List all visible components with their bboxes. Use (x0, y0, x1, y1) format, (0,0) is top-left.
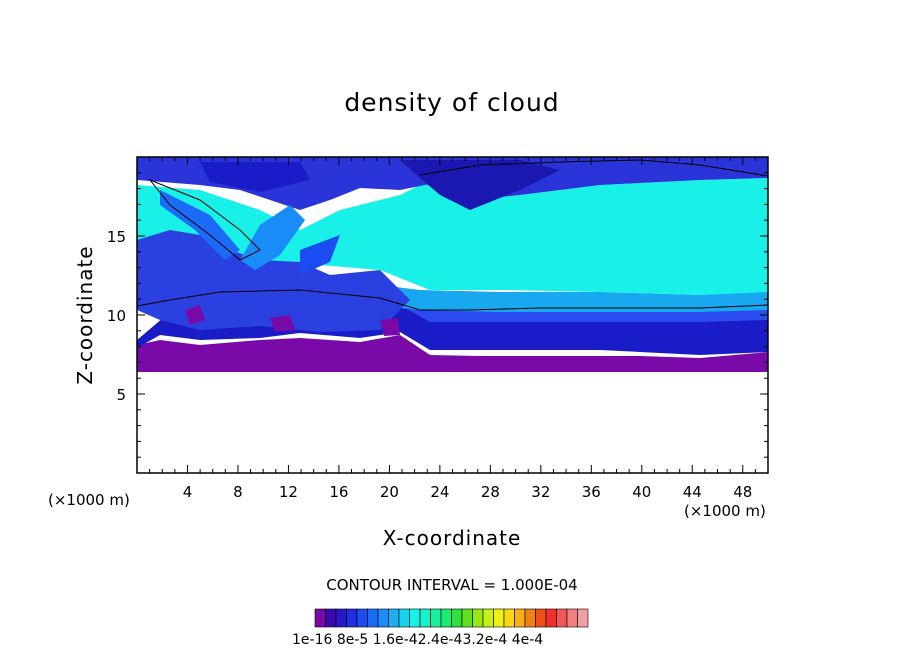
colorbar-swatch (514, 608, 526, 628)
x-tick-label: 8 (233, 483, 243, 501)
cloud-magenta-speck-3 (380, 318, 400, 336)
contour-line-base (137, 289, 768, 311)
x-tick-label: 44 (683, 483, 702, 501)
chart-title: density of cloud (344, 88, 560, 117)
colorbar-swatch (535, 608, 547, 628)
x-tick-label: 28 (481, 483, 500, 501)
x-tick-label: 24 (430, 483, 449, 501)
y-tick-label: 10 (107, 307, 126, 325)
colorbar-swatch (482, 608, 494, 628)
colorbar-swatch (314, 608, 326, 628)
cloud-streak-1 (160, 190, 240, 260)
cloud-magenta-speck-1 (185, 305, 205, 325)
colorbar-swatch (503, 608, 515, 628)
cloud-base-band (137, 335, 768, 372)
colorbar-swatch (356, 608, 368, 628)
colorbar-swatch (377, 608, 389, 628)
x-tick-label: 40 (632, 483, 651, 501)
cloud-field (137, 157, 768, 372)
colorbar-swatch (419, 608, 431, 628)
colorbar-swatch (398, 608, 410, 628)
y-tick-label: 15 (107, 228, 126, 246)
y-axis: 5 10 15 (107, 172, 768, 458)
x-units-left: (×1000 m) (48, 491, 130, 509)
y-tick-label: 5 (116, 386, 126, 404)
x-tick-label: 16 (329, 483, 348, 501)
contour-line-top (419, 159, 768, 177)
colorbar-swatch (367, 608, 379, 628)
colorbar-swatch (451, 608, 463, 628)
x-tick-label: 32 (531, 483, 550, 501)
cloud-top-patch (200, 162, 310, 192)
cloud-top-darker (400, 160, 560, 210)
cloud-streak-3 (300, 235, 340, 275)
cloud-streak-2 (240, 205, 305, 270)
contour-interval-text: CONTOUR INTERVAL = 1.000E-04 (326, 576, 578, 594)
colorbar-swatch (388, 608, 400, 628)
colorbar-swatch (461, 608, 473, 628)
colorbar-swatch (493, 608, 505, 628)
cloud-magenta-speck-2 (270, 315, 295, 332)
colorbar-swatch (409, 608, 421, 628)
x-axis: 4 8 12 16 20 24 28 32 36 40 44 48 (149, 157, 756, 501)
colorbar-swatch (524, 608, 536, 628)
colorbar-swatch (556, 608, 568, 628)
colorbar (314, 608, 589, 628)
contour-line-swirl (148, 178, 261, 261)
colorbar-swatch (346, 608, 358, 628)
colorbar-swatch (325, 608, 337, 628)
x-tick-label: 48 (733, 483, 752, 501)
colorbar-swatch (440, 608, 452, 628)
y-axis-label: Z-coordinate (73, 245, 97, 385)
colorbar-swatch (335, 608, 347, 628)
x-axis-label: X-coordinate (382, 526, 522, 550)
x-tick-label: 4 (183, 483, 193, 501)
colorbar-swatch (472, 608, 484, 628)
colorbar-swatch (566, 608, 578, 628)
cloud-left-turbulence (137, 230, 410, 332)
colorbar-swatch (430, 608, 442, 628)
colorbar-swatch (545, 608, 557, 628)
colorbar-swatch (577, 608, 589, 628)
x-tick-label: 36 (582, 483, 601, 501)
x-tick-label: 20 (380, 483, 399, 501)
x-tick-label: 12 (279, 483, 298, 501)
x-units-right: (×1000 m) (684, 502, 766, 520)
colorbar-labels: 1e-16 8e-5 1.6e-42.4e-43.2e-4 4e-4 (292, 632, 544, 648)
